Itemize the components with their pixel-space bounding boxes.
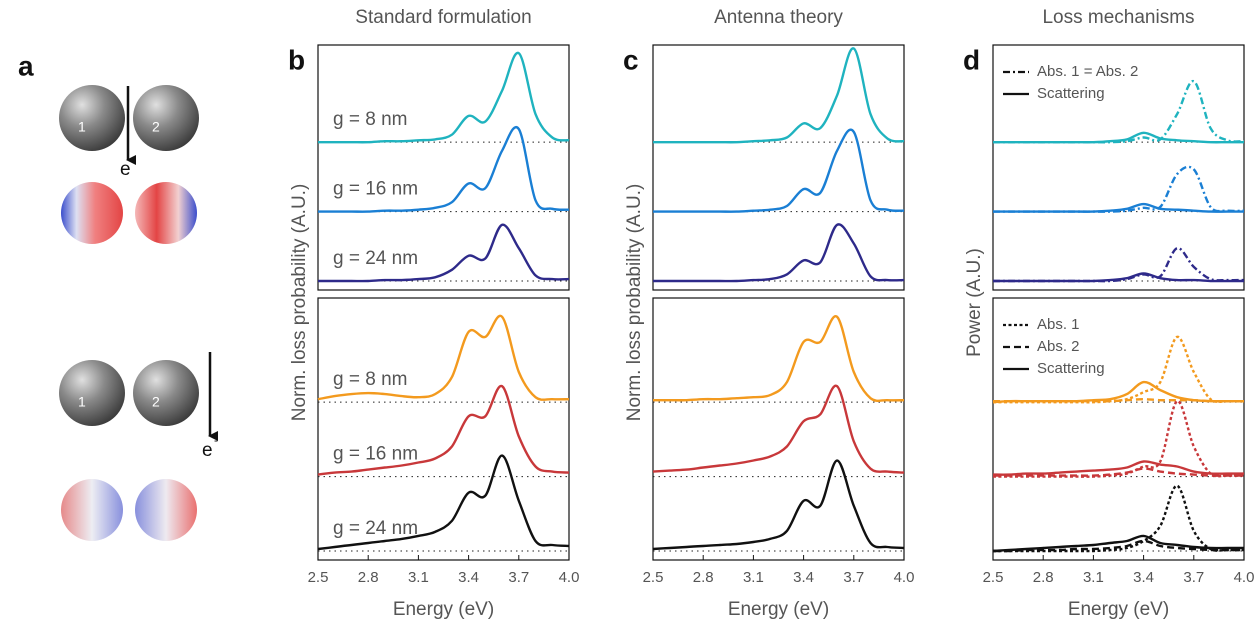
- chart-title: Loss mechanisms: [1042, 7, 1194, 28]
- charge-map: [61, 479, 123, 541]
- x-tick-label: 3.7: [508, 569, 529, 586]
- sphere-label: 1: [78, 119, 86, 135]
- series-line: [992, 80, 1245, 144]
- legend-label: Scattering: [1037, 360, 1105, 377]
- electron: e: [202, 440, 213, 461]
- series-label: g = 16 nm: [333, 179, 418, 200]
- series-line: [318, 126, 570, 213]
- sphere: [59, 85, 125, 151]
- series-line: [317, 384, 570, 476]
- panel-letter: d: [963, 44, 980, 75]
- series-line: [652, 47, 905, 144]
- charge-map: [61, 182, 123, 244]
- series-line: [993, 399, 1245, 478]
- series-line: [653, 315, 905, 402]
- electron: e: [120, 159, 131, 180]
- legend-label: Abs. 2: [1037, 338, 1080, 355]
- series-line: [992, 335, 1245, 404]
- series-line: [992, 131, 1244, 144]
- x-tick-label: 3.1: [408, 569, 429, 586]
- x-tick-label: 3.4: [458, 569, 479, 586]
- y-axis-label: Norm. loss probability (A.U.): [624, 184, 645, 422]
- series-line: [993, 165, 1245, 213]
- panel-letter: a: [18, 50, 34, 81]
- x-axis-label: Energy (eV): [1068, 599, 1169, 620]
- series-label: g = 16 nm: [333, 444, 418, 465]
- series-line: [993, 202, 1244, 213]
- charge-map: [135, 182, 197, 244]
- series-line: [992, 539, 1244, 553]
- x-tick-label: 3.7: [1183, 569, 1204, 586]
- y-axis-label: Norm. loss probability (A.U.): [289, 184, 310, 422]
- x-tick-label: 3.1: [1083, 569, 1104, 586]
- series-line: [652, 459, 905, 551]
- y-axis-label: Power (A.U.): [964, 248, 985, 357]
- series-line: [993, 467, 1244, 477]
- series-line: [317, 314, 570, 401]
- subplot-frame: [652, 44, 905, 291]
- subplot-frame: [317, 297, 570, 561]
- x-tick-label: 4.0: [559, 569, 580, 586]
- x-axis-label: Energy (eV): [728, 599, 829, 620]
- chart-title: Standard formulation: [355, 7, 531, 28]
- panel-letter: b: [288, 44, 305, 75]
- x-tick-label: 4.0: [1234, 569, 1254, 586]
- subplot-frame: [652, 297, 905, 561]
- series-line: [653, 223, 905, 283]
- panel-letter: c: [623, 44, 639, 75]
- series-line: [993, 246, 1245, 283]
- x-tick-label: 3.4: [1133, 569, 1154, 586]
- charge-map: [135, 479, 197, 541]
- panel-a: a 1 2 e - 1 2 e -: [18, 50, 218, 541]
- sphere: [133, 85, 199, 151]
- sphere: [133, 360, 199, 426]
- x-tick-label: 4.0: [894, 569, 915, 586]
- x-tick-label: 2.5: [983, 569, 1004, 586]
- series-label: g = 8 nm: [333, 369, 407, 390]
- x-tick-label: 2.8: [693, 569, 714, 586]
- x-axis-label: Energy (eV): [393, 599, 494, 620]
- legend-label: Abs. 1: [1037, 316, 1080, 333]
- x-tick-label: 2.8: [1033, 569, 1054, 586]
- sphere-label: 2: [152, 119, 160, 135]
- series-line: [992, 380, 1244, 404]
- sphere: [59, 360, 125, 426]
- x-tick-label: 3.1: [743, 569, 764, 586]
- series-line: [652, 384, 905, 474]
- series-line: [992, 534, 1244, 553]
- series-label: g = 8 nm: [333, 109, 407, 130]
- x-tick-label: 2.5: [308, 569, 329, 586]
- series-line: [317, 454, 570, 551]
- x-tick-label: 2.5: [643, 569, 664, 586]
- series-line: [317, 51, 570, 144]
- sphere-label: 1: [78, 394, 86, 410]
- subplot-frame: [317, 44, 570, 291]
- chart-title: Antenna theory: [714, 7, 843, 28]
- electron-charge: -: [214, 433, 218, 447]
- series-line: [318, 223, 570, 283]
- series-line: [993, 484, 1245, 553]
- sphere-label: 2: [152, 394, 160, 410]
- x-tick-label: 3.4: [793, 569, 814, 586]
- series-line: [992, 460, 1244, 476]
- legend-label: Abs. 1 = Abs. 2: [1037, 63, 1138, 80]
- subplot-frame: [992, 44, 1245, 291]
- series-label: g = 24 nm: [333, 518, 418, 539]
- series-label: g = 24 nm: [333, 248, 418, 269]
- electron-charge: -: [132, 152, 136, 166]
- subplot-frame: [992, 297, 1245, 561]
- x-tick-label: 3.7: [843, 569, 864, 586]
- series-line: [993, 272, 1244, 283]
- x-tick-label: 2.8: [358, 569, 379, 586]
- legend-label: Scattering: [1037, 85, 1105, 102]
- series-line: [653, 128, 905, 213]
